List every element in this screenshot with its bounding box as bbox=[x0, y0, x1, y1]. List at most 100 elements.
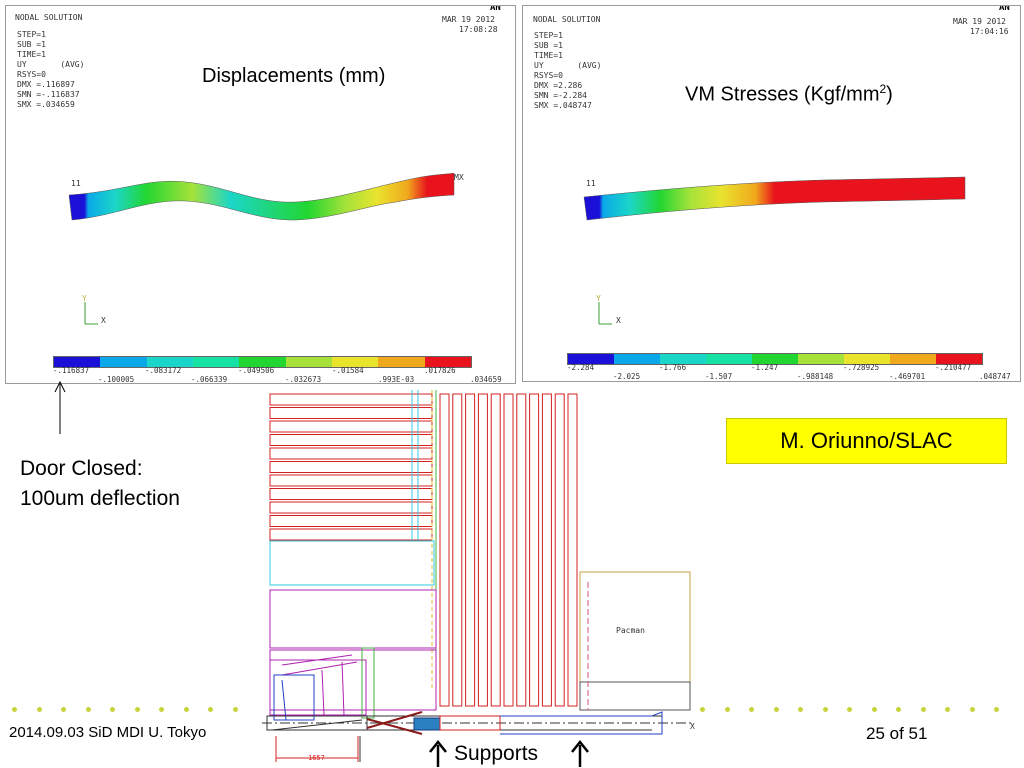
solution-info: STEP=1 SUB =1 TIME=1 UY (AVG) RSYS=0 DMX… bbox=[17, 30, 85, 109]
axis-x-label: X bbox=[616, 316, 621, 325]
plot-time: 17:08:28 bbox=[459, 25, 498, 34]
dot bbox=[871, 707, 877, 712]
endcap-plate bbox=[516, 393, 527, 707]
dot bbox=[920, 707, 926, 712]
endcap-plate bbox=[477, 393, 488, 707]
stress-title: VM Stresses (Kgf/mm2) bbox=[685, 82, 893, 106]
supports-label: Supports bbox=[454, 742, 539, 765]
legend-swatch bbox=[285, 357, 332, 367]
legend-swatch bbox=[936, 354, 982, 364]
detector-cross-section-drawing bbox=[262, 390, 692, 762]
displacement-plot-panel: NODAL SOLUTION AN MAR 19 2012 17:08:28 S… bbox=[5, 5, 516, 384]
barrel-layer bbox=[269, 447, 433, 460]
dot bbox=[36, 707, 42, 712]
barrel-layer bbox=[269, 488, 433, 500]
dot bbox=[896, 707, 901, 712]
dot bbox=[85, 707, 91, 712]
legend-swatch bbox=[239, 357, 286, 367]
dot bbox=[110, 707, 115, 712]
nodal-solution-header: NODAL SOLUTION bbox=[533, 15, 601, 24]
barrel-layer bbox=[269, 393, 433, 406]
dot bbox=[798, 707, 803, 712]
legend-swatch bbox=[568, 354, 614, 364]
credit-box: M. Oriunno/SLAC bbox=[726, 418, 1007, 464]
dot bbox=[183, 707, 189, 712]
legend-swatch bbox=[378, 357, 425, 367]
axis-y-label: Y bbox=[82, 294, 87, 303]
endcap-plate bbox=[554, 393, 565, 707]
x-marker: X bbox=[690, 722, 695, 731]
endcap-plate bbox=[465, 393, 476, 707]
endcap-plate bbox=[503, 393, 514, 707]
dot bbox=[134, 707, 140, 712]
dot bbox=[232, 707, 238, 712]
dimension-label: 1657 bbox=[308, 754, 325, 762]
stress-plot-panel: NODAL SOLUTION AN MAR 19 2012 17:04:16 S… bbox=[522, 5, 1021, 382]
endcap-plate bbox=[439, 393, 450, 707]
plot-time: 17:04:16 bbox=[970, 27, 1009, 36]
dot bbox=[208, 707, 213, 712]
dot bbox=[749, 707, 754, 712]
legend-swatch bbox=[798, 354, 844, 364]
support-arrow-left bbox=[429, 740, 447, 767]
dot bbox=[969, 707, 975, 712]
legend-swatch bbox=[54, 357, 101, 367]
dot bbox=[773, 707, 779, 712]
dot bbox=[61, 707, 66, 712]
plot-date: MAR 19 2012 bbox=[442, 15, 495, 24]
ansys-logo: AN bbox=[999, 5, 1010, 13]
legend-swatch bbox=[146, 357, 193, 367]
displacement-title: Displacements (mm) bbox=[202, 65, 386, 87]
dot bbox=[945, 707, 950, 712]
endcap-plate bbox=[567, 393, 578, 707]
dot bbox=[994, 707, 999, 712]
legend-swatch bbox=[424, 357, 471, 367]
dot bbox=[847, 707, 852, 712]
barrel-layer bbox=[269, 434, 433, 446]
page-number: 25 of 51 bbox=[866, 724, 928, 743]
dot bbox=[159, 707, 164, 712]
barrel-layer bbox=[269, 515, 433, 527]
solution-info: STEP=1 SUB =1 TIME=1 UY (AVG) RSYS=0 DMX… bbox=[534, 31, 602, 110]
deformed-beam bbox=[68, 172, 455, 325]
credit-text: M. Oriunno/SLAC bbox=[780, 428, 953, 453]
dot bbox=[822, 707, 828, 712]
dot bbox=[700, 707, 705, 712]
endcap-plate bbox=[452, 393, 463, 707]
door-closed-note: Door Closed: 100um deflection bbox=[20, 457, 180, 510]
legend-swatch bbox=[660, 354, 706, 364]
dot bbox=[724, 707, 730, 712]
barrel-layer bbox=[269, 420, 433, 433]
legend-swatch bbox=[331, 357, 379, 367]
max-marker: MX bbox=[454, 173, 464, 182]
legend-swatch bbox=[890, 354, 936, 364]
support-arrow-right bbox=[571, 740, 589, 767]
displacement-legend-bar bbox=[53, 356, 472, 368]
endcap-plate bbox=[490, 393, 501, 707]
node-label: 11 bbox=[586, 179, 596, 188]
barrel-layer bbox=[269, 528, 433, 541]
plot-date: MAR 19 2012 bbox=[953, 17, 1006, 26]
stress-legend-bar bbox=[567, 353, 983, 365]
dot bbox=[12, 707, 17, 712]
node-label: 11 bbox=[71, 179, 81, 188]
stress-beam bbox=[583, 176, 966, 325]
axis-y-label: Y bbox=[596, 294, 601, 303]
pacman-label: Pacman bbox=[616, 626, 645, 635]
endcap-plate bbox=[529, 393, 540, 707]
legend-swatch bbox=[100, 357, 147, 367]
axis-x-label: X bbox=[101, 316, 106, 325]
legend-swatch bbox=[614, 354, 660, 364]
footer-left: 2014.09.03 SiD MDI U. Tokyo bbox=[9, 724, 207, 741]
legend-swatch bbox=[752, 354, 798, 364]
legend-swatch bbox=[844, 354, 890, 364]
nodal-solution-header: NODAL SOLUTION bbox=[15, 13, 83, 22]
legend-swatch bbox=[192, 357, 240, 367]
barrel-layer bbox=[269, 407, 433, 419]
annotation-arrow bbox=[54, 380, 66, 434]
endcap-plate bbox=[541, 393, 552, 707]
barrel-layer bbox=[269, 501, 433, 514]
ansys-logo: AN bbox=[490, 5, 501, 13]
barrel-layer bbox=[269, 461, 433, 473]
legend-swatch bbox=[706, 354, 752, 364]
